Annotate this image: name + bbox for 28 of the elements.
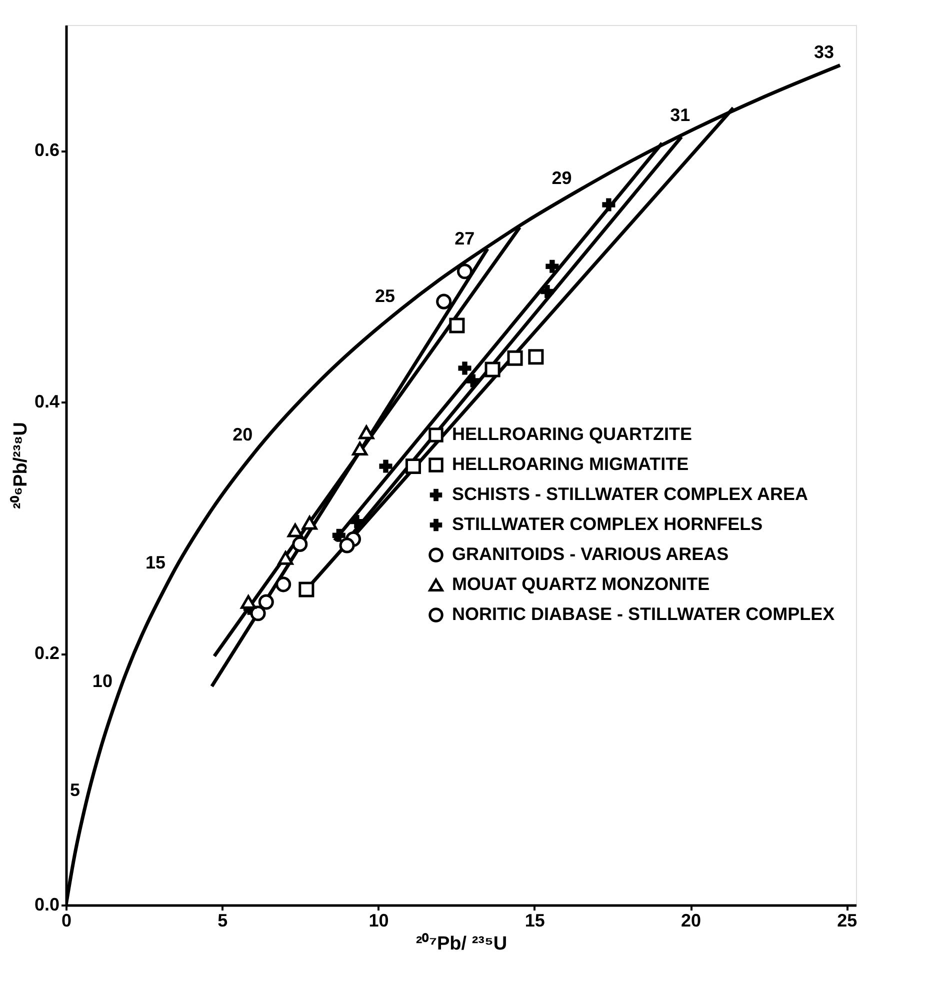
annotation: 31 <box>670 105 690 126</box>
x-tick-label: 10 <box>368 910 389 930</box>
legend-label: GRANITOIDS - VARIOUS AREAS <box>452 544 729 564</box>
annotation: 20 <box>232 424 253 444</box>
x-tick-label: 25 <box>837 910 858 930</box>
x-axis-title: ²⁰⁷Pb/ ²³⁵U <box>416 932 508 954</box>
x-tick-label: 5 <box>218 910 228 930</box>
y-tick-label: 0.2 <box>34 643 60 664</box>
legend-label: STILLWATER COMPLEX HORNFELS <box>452 514 763 534</box>
annotation: 25 <box>375 286 396 306</box>
legend-label: NORITIC DIABASE - STILLWATER COMPLEX <box>452 604 835 624</box>
annotation: 27 <box>454 228 475 248</box>
y-axis-title: ²⁰⁶Pb/²³⁸U <box>9 422 32 509</box>
legend-label: HELLROARING MIGMATITE <box>452 454 689 474</box>
x-tick-label: 15 <box>524 910 545 930</box>
legend-label: SCHISTS - STILLWATER COMPLEX AREA <box>452 484 808 504</box>
legend-label: HELLROARING QUARTZITE <box>452 424 692 444</box>
y-tick-label: 0.4 <box>34 392 60 412</box>
y-tick-label: 0.0 <box>34 894 60 914</box>
annotation: 29 <box>552 168 572 188</box>
x-tick-label: 20 <box>680 910 702 930</box>
annotation: 10 <box>92 670 112 691</box>
x-tick-label: 0 <box>61 910 72 930</box>
annotation: 33 <box>814 42 834 62</box>
annotation: 5 <box>70 780 80 800</box>
annotation: 15 <box>146 552 166 573</box>
y-tick-label: 0.6 <box>34 140 60 160</box>
legend-label: MOUAT QUARTZ MONZONITE <box>452 574 710 594</box>
